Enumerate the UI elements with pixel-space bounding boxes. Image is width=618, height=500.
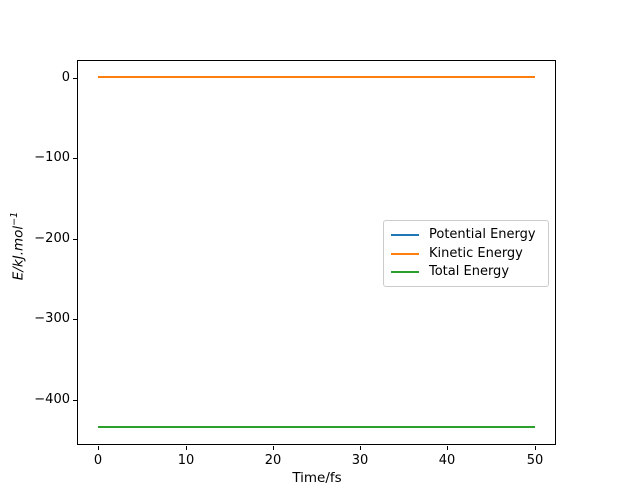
legend-label: Kinetic Energy <box>429 245 523 261</box>
series-line-kinetic-energy <box>98 76 535 78</box>
x-tick-label: 10 <box>177 453 195 468</box>
legend-entry-total-energy: Total Energy <box>391 263 540 281</box>
x-tick-mark <box>186 446 187 450</box>
plot-area: Potential Energy Kinetic Energy Total En… <box>77 60 556 445</box>
y-axis-label: E/kJ.mol−1 <box>6 164 27 328</box>
series-line-total-energy <box>98 426 535 428</box>
legend-line-sample-potential <box>391 234 419 236</box>
y-tick-mark <box>73 319 77 320</box>
y-tick-label: −100 <box>34 150 70 165</box>
y-tick-mark <box>73 400 77 401</box>
y-axis-label-exponent: −1 <box>9 211 20 226</box>
legend-label: Potential Energy <box>429 227 536 242</box>
y-tick-label: 0 <box>61 70 70 85</box>
x-tick-label: 50 <box>526 453 544 468</box>
y-tick-mark <box>73 158 77 159</box>
legend-entry-kinetic-energy: Kinetic Energy <box>391 245 540 263</box>
legend-line-sample-kinetic <box>391 252 419 255</box>
y-tick-label: −200 <box>34 231 70 246</box>
x-tick-mark <box>360 446 361 450</box>
y-tick-mark <box>73 239 77 240</box>
x-tick-label: 30 <box>351 453 369 468</box>
x-tick-label: 40 <box>438 453 456 468</box>
x-axis-label: Time/fs <box>292 470 342 486</box>
x-tick-mark <box>273 446 274 450</box>
x-tick-mark <box>447 446 448 450</box>
legend-line-sample-total <box>391 271 419 273</box>
legend-entry-potential-energy: Potential Energy <box>391 226 540 244</box>
y-axis-label-base: E/kJ.mol <box>10 225 27 281</box>
legend-label: Total Energy <box>429 264 510 279</box>
y-tick-mark <box>73 78 77 79</box>
y-tick-label: −400 <box>34 392 70 407</box>
y-tick-label: −300 <box>34 311 70 326</box>
x-tick-mark <box>535 446 536 450</box>
legend: Potential Energy Kinetic Energy Total En… <box>383 220 549 287</box>
x-tick-label: 20 <box>264 453 282 468</box>
x-tick-mark <box>98 446 99 450</box>
x-tick-label: 0 <box>93 453 103 468</box>
